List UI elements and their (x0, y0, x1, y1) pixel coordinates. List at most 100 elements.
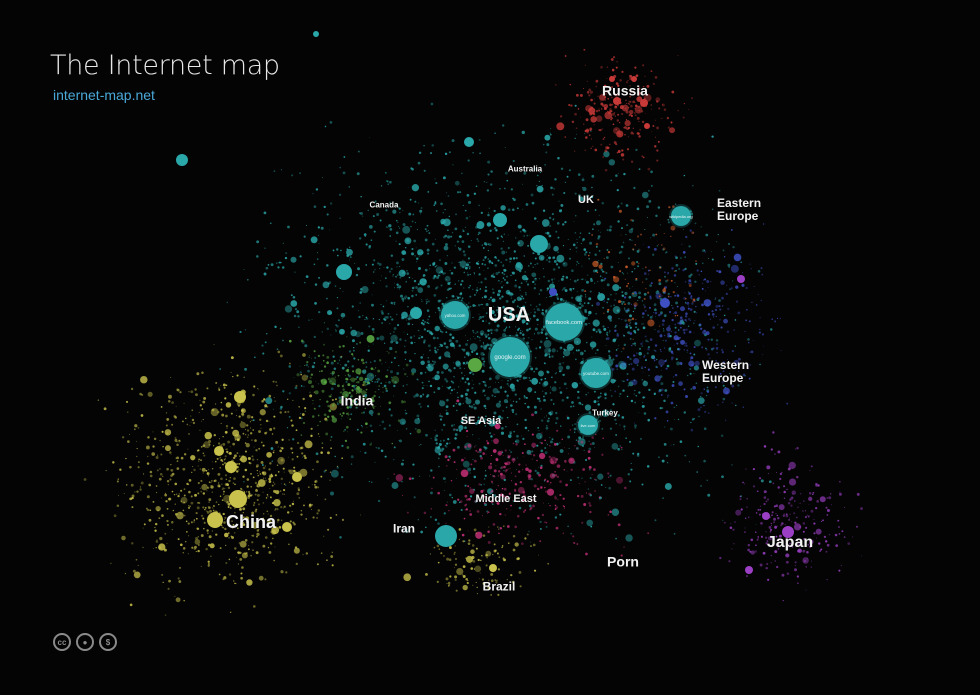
site-node[interactable] (640, 366, 644, 369)
site-node[interactable] (465, 398, 472, 405)
site-node[interactable] (530, 193, 534, 197)
site-node[interactable] (553, 442, 555, 444)
site-node[interactable] (505, 251, 507, 253)
site-node[interactable] (509, 309, 513, 313)
site-node[interactable] (664, 389, 668, 392)
site-node[interactable] (262, 517, 265, 520)
site-node[interactable] (224, 516, 227, 519)
site-node[interactable] (135, 558, 138, 561)
site-node[interactable] (594, 209, 597, 211)
site-node[interactable] (436, 580, 439, 583)
site-node[interactable] (747, 367, 749, 370)
site-node[interactable] (603, 300, 606, 303)
site-node[interactable] (234, 483, 236, 486)
site-node[interactable] (647, 346, 650, 349)
site-node[interactable] (174, 595, 176, 597)
site-node[interactable] (275, 490, 280, 495)
site-node[interactable] (214, 479, 217, 483)
site-node[interactable] (609, 510, 612, 514)
site-node[interactable] (613, 304, 615, 307)
site-node[interactable] (479, 288, 482, 290)
site-node[interactable] (535, 305, 538, 308)
site-node[interactable] (674, 323, 677, 326)
site-node[interactable] (564, 136, 567, 138)
site-node[interactable] (636, 352, 638, 354)
site-node[interactable] (293, 377, 295, 378)
site-node[interactable] (737, 384, 740, 387)
site-node[interactable] (650, 70, 653, 73)
site-node[interactable] (562, 505, 564, 507)
site-node[interactable] (324, 417, 328, 421)
site-node[interactable] (437, 446, 440, 450)
site-node[interactable] (414, 255, 416, 257)
site-node[interactable] (684, 267, 687, 271)
site-node[interactable] (584, 64, 586, 66)
site-node[interactable] (330, 469, 339, 478)
site-node[interactable] (452, 344, 456, 348)
site-node[interactable] (223, 461, 227, 465)
site-node[interactable] (225, 384, 228, 387)
site-node[interactable] (582, 240, 584, 242)
site-node[interactable] (218, 438, 220, 440)
site-node[interactable] (296, 492, 300, 496)
site-node[interactable] (265, 419, 269, 423)
site-node[interactable] (589, 127, 593, 131)
site-node[interactable] (585, 341, 588, 344)
site-node[interactable] (642, 64, 645, 67)
site-node[interactable] (810, 509, 814, 513)
site-node[interactable] (281, 169, 283, 171)
site-node[interactable] (588, 232, 591, 235)
site-node[interactable] (329, 395, 332, 398)
site-node[interactable] (292, 295, 296, 299)
site-node[interactable] (125, 484, 128, 486)
site-node[interactable] (485, 453, 487, 455)
site-node[interactable] (329, 516, 332, 519)
site-node[interactable] (694, 360, 700, 366)
site-node[interactable] (650, 104, 653, 106)
site-node[interactable] (483, 420, 486, 423)
site-node[interactable] (549, 456, 558, 465)
site-node[interactable] (674, 311, 678, 315)
site-node[interactable] (317, 433, 320, 435)
site-node[interactable] (745, 286, 748, 290)
site-node[interactable] (424, 268, 428, 272)
site-node[interactable] (621, 448, 623, 451)
site-node[interactable] (371, 399, 375, 403)
site-node[interactable] (548, 355, 551, 358)
site-node[interactable] (434, 325, 440, 332)
site-node[interactable] (500, 431, 505, 435)
site-node[interactable] (591, 441, 595, 445)
site-node[interactable] (557, 266, 561, 269)
site-node[interactable] (317, 383, 319, 385)
site-node[interactable] (664, 271, 666, 274)
site-node[interactable] (286, 427, 289, 429)
site-node[interactable] (298, 416, 302, 420)
site-node[interactable] (321, 177, 323, 179)
site-node[interactable] (608, 354, 611, 357)
site-node[interactable] (487, 488, 494, 495)
site-node[interactable] (723, 318, 728, 324)
site-node[interactable] (201, 420, 203, 422)
site-node[interactable] (739, 495, 742, 498)
site-node[interactable] (402, 300, 404, 302)
site-node[interactable] (167, 497, 171, 501)
site-node[interactable] (732, 245, 735, 249)
site-node[interactable] (666, 420, 669, 422)
site-node[interactable] (631, 345, 633, 347)
site-node[interactable] (789, 513, 791, 515)
site-node[interactable] (670, 225, 676, 231)
site-node[interactable] (251, 416, 254, 419)
site-node[interactable] (648, 199, 652, 203)
site-node[interactable] (454, 437, 457, 440)
site-node[interactable] (667, 279, 669, 281)
site-node[interactable] (503, 470, 505, 472)
site-node[interactable] (573, 220, 575, 222)
site-node[interactable] (705, 290, 706, 292)
site-node[interactable] (690, 356, 694, 360)
site-node[interactable] (234, 439, 236, 441)
site-node[interactable] (194, 539, 201, 545)
site-node[interactable] (349, 378, 351, 381)
site-node[interactable] (536, 444, 539, 447)
site-node[interactable] (602, 325, 605, 328)
site-node[interactable] (334, 376, 337, 378)
